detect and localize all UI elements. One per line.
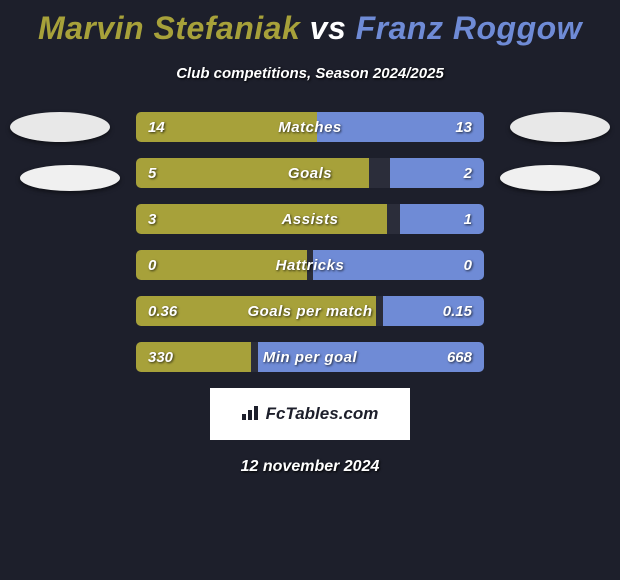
fctables-logo: FcTables.com — [210, 388, 410, 440]
stat-row-assists: 31Assists — [136, 204, 484, 234]
comparison-chart: 1413Matches52Goals31Assists00Hattricks0.… — [0, 112, 620, 372]
stat-row-goals: 52Goals — [136, 158, 484, 188]
player2-avatar-nat — [500, 165, 600, 191]
player2-name: Franz Roggow — [356, 10, 582, 46]
value-left: 14 — [148, 112, 165, 142]
value-right: 1 — [464, 204, 472, 234]
bar-left — [136, 158, 369, 188]
date-text: 12 november 2024 — [0, 458, 620, 476]
bars-container: 1413Matches52Goals31Assists00Hattricks0.… — [136, 112, 484, 372]
stat-row-hattricks: 00Hattricks — [136, 250, 484, 280]
value-right: 2 — [464, 158, 472, 188]
bar-right — [313, 250, 484, 280]
value-left: 5 — [148, 158, 156, 188]
chart-icon — [242, 404, 262, 425]
value-left: 0 — [148, 250, 156, 280]
player2-avatar-club — [510, 112, 610, 142]
bar-left — [136, 204, 387, 234]
subtitle: Club competitions, Season 2024/2025 — [0, 65, 620, 82]
value-right: 668 — [447, 342, 472, 372]
logo-text: FcTables.com — [266, 404, 379, 424]
player1-avatar-club — [10, 112, 110, 142]
stat-row-matches: 1413Matches — [136, 112, 484, 142]
page-title: Marvin Stefaniak vs Franz Roggow — [0, 0, 620, 47]
value-right: 13 — [455, 112, 472, 142]
stat-row-goals-per-match: 0.360.15Goals per match — [136, 296, 484, 326]
vs-text: vs — [300, 10, 355, 46]
value-right: 0 — [464, 250, 472, 280]
player1-name: Marvin Stefaniak — [38, 10, 300, 46]
player1-avatar-nat — [20, 165, 120, 191]
value-left: 330 — [148, 342, 173, 372]
stat-row-min-per-goal: 330668Min per goal — [136, 342, 484, 372]
value-left: 0.36 — [148, 296, 177, 326]
value-left: 3 — [148, 204, 156, 234]
value-right: 0.15 — [443, 296, 472, 326]
bar-left — [136, 250, 307, 280]
